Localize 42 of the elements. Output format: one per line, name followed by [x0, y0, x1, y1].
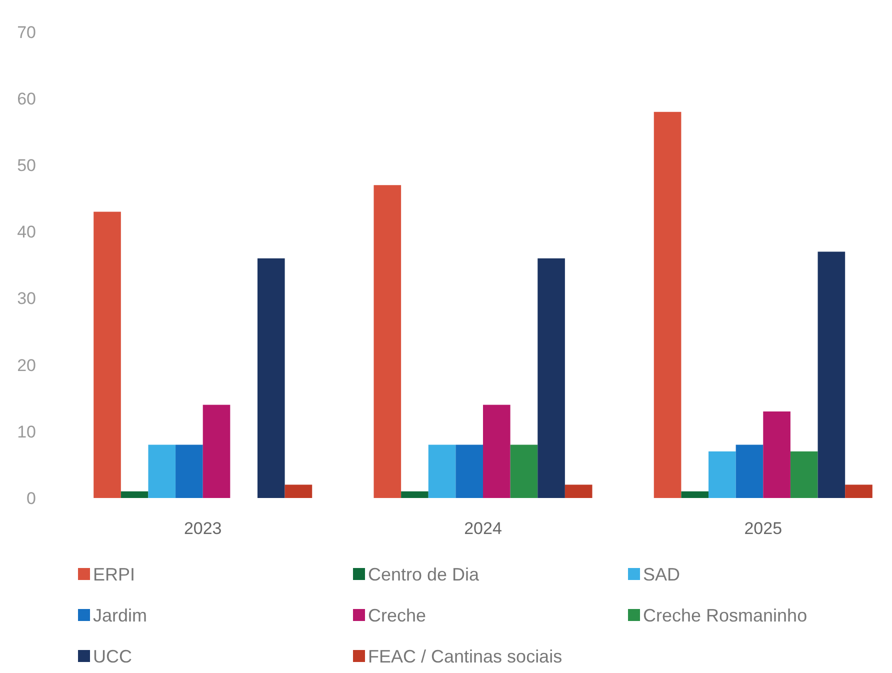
legend-label: Creche Rosmaninho	[643, 605, 808, 626]
bar	[681, 491, 709, 498]
bar	[564, 484, 592, 498]
bar	[202, 404, 230, 498]
x-tick-label: 2023	[184, 519, 222, 538]
bar	[257, 258, 285, 498]
y-tick-label: 0	[26, 488, 36, 508]
bar	[284, 484, 312, 498]
y-tick-label: 20	[17, 356, 36, 375]
legend-label: Creche	[368, 605, 426, 626]
legend-label: UCC	[93, 646, 132, 666]
bar	[176, 444, 203, 498]
legend-label: FEAC / Cantinas sociais	[368, 646, 562, 666]
y-tick-label: 40	[17, 222, 36, 242]
y-tick-label: 60	[17, 90, 36, 109]
bar	[94, 212, 121, 498]
bar	[483, 404, 510, 498]
legend-label: Jardim	[93, 605, 148, 626]
legend-label: Centro de Dia	[368, 564, 480, 584]
bar	[456, 444, 483, 498]
legend-label: ERPI	[93, 564, 136, 584]
legend-label: SAD	[643, 564, 680, 584]
bar	[790, 451, 818, 498]
x-tick-label: 2024	[464, 519, 502, 538]
bar	[148, 444, 176, 498]
bar	[401, 491, 428, 498]
bar	[120, 491, 148, 498]
bar	[538, 258, 565, 498]
bar	[510, 444, 538, 498]
bar	[428, 444, 456, 498]
y-tick-label: 30	[17, 289, 36, 308]
y-tick-label: 50	[17, 156, 36, 176]
bar	[763, 411, 790, 498]
bar	[374, 185, 402, 498]
bar	[736, 444, 764, 498]
bar	[708, 451, 736, 498]
bar	[654, 112, 682, 498]
bar	[845, 484, 872, 498]
bar	[818, 252, 846, 498]
y-tick-label: 10	[17, 422, 36, 442]
y-tick-label: 70	[17, 22, 36, 42]
x-tick-label: 2025	[744, 519, 782, 538]
